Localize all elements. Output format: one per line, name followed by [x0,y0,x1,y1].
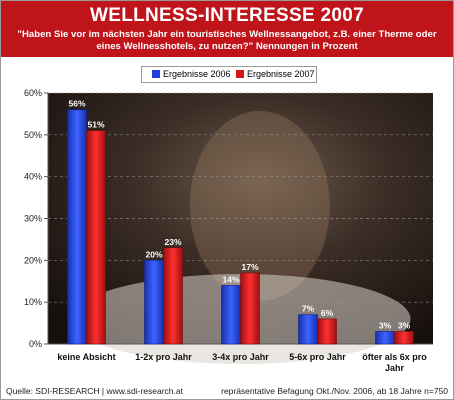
chart-title: WELLNESS-INTERESSE 2007 [89,5,365,26]
header-banner: WELLNESS-INTERESSE 2007 "Haben Sie vor i… [1,1,453,57]
data-label: 51% [87,120,104,130]
bar-2006 [375,331,395,345]
y-tick-label: 60% [24,88,42,98]
data-label: 20% [145,249,162,259]
x-tick-label: 1-2x pro Jahr [135,352,192,362]
x-tick-label: 3-4x pro Jahr [212,352,269,362]
data-label: 3% [379,320,392,330]
x-tick-label: öfter als 6x pro [362,352,427,362]
bar-2007 [317,318,337,345]
data-label: 56% [68,99,85,109]
bar-2006 [221,285,241,345]
data-label: 7% [302,304,315,314]
legend-swatch-2007 [236,70,244,78]
bar-2006 [298,314,318,345]
bar-2007 [86,130,106,345]
legend-label-2007: Ergebnisse 2007 [247,69,315,79]
source-note: Quelle: SDI-RESEARCH | www.sdi-research.… [6,386,183,396]
data-label: 14% [222,274,239,284]
bar-2007 [163,247,183,345]
legend-label-2006: Ergebnisse 2006 [163,69,231,79]
y-tick-label: 20% [24,255,42,265]
data-label: 3% [398,320,411,330]
x-tick-label: 5-6x pro Jahr [289,352,346,362]
bar-2006 [144,260,164,345]
y-tick-label: 50% [24,130,42,140]
bar-2006 [67,109,87,345]
x-tick-label: Jahr [385,363,405,373]
bar-2007 [394,331,414,345]
background-figure-highlight [189,110,330,301]
chart-subtitle: "Haben Sie vor im nächsten Jahr ein tour… [17,29,437,52]
data-label: 17% [241,262,258,272]
y-tick-label: 30% [24,214,42,224]
plot-area: 0% 10% 20% 30% 40% 50% 60% 56% 51% keine Absicht 2… [24,88,433,373]
bar-2007 [240,272,260,345]
data-label: 6% [321,308,334,318]
legend: Ergebnisse 2006 Ergebnisse 2007 [141,66,317,83]
x-tick-label: keine Absicht [57,352,115,362]
legend-swatch-2006 [152,70,160,78]
y-tick-label: 10% [24,297,42,307]
data-label: 23% [164,237,181,247]
y-tick-label: 0% [29,339,42,349]
y-tick-label: 40% [24,172,42,182]
survey-note: repräsentative Befagung Okt./Nov. 2006, … [221,386,448,396]
